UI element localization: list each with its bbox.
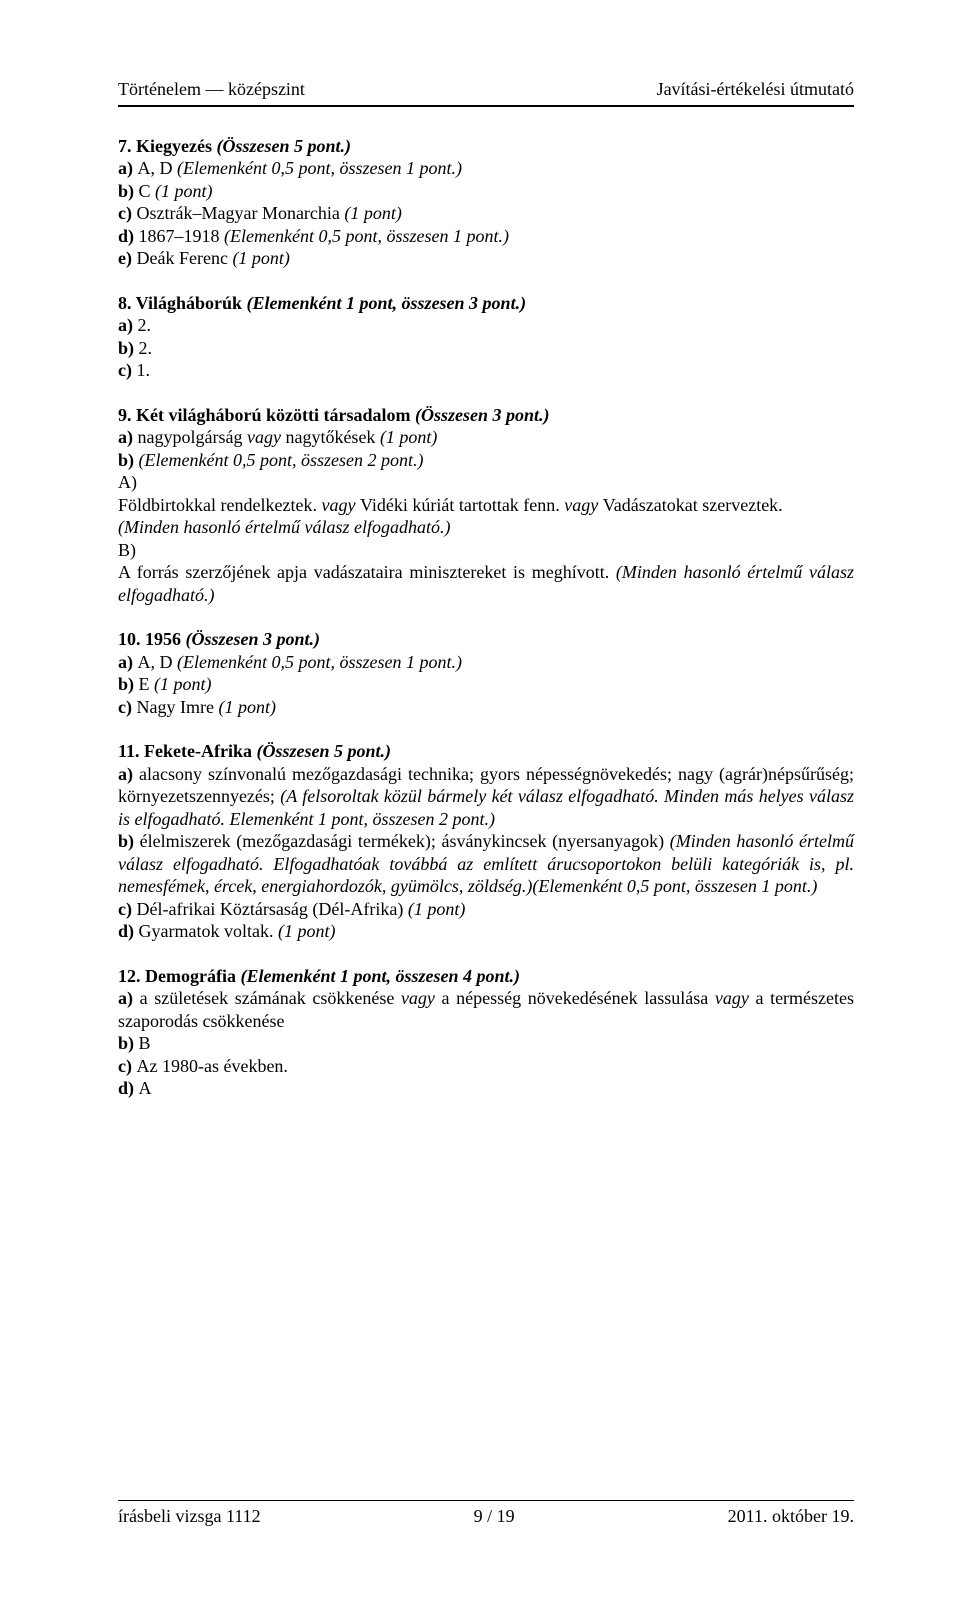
q7-a-val: A, D: [138, 158, 178, 178]
q10-b-val: E: [139, 674, 155, 694]
q12-c-label: c): [118, 1056, 136, 1076]
q8-b-label: b): [118, 338, 139, 358]
q7-e-val: Deák Ferenc: [136, 248, 232, 268]
q12-title-a: 12. Demográfia: [118, 966, 240, 986]
q7-e-note: (1 pont): [232, 248, 290, 268]
q7-d-val: 1867–1918: [139, 226, 225, 246]
q10-a-val: A, D: [138, 652, 178, 672]
q9-a-v2: nagytőkések: [285, 427, 379, 447]
q9-B-label: B): [118, 539, 854, 562]
page-footer: írásbeli vizsga 1112 9 / 19 2011. októbe…: [118, 1500, 854, 1528]
q7-c-note: (1 pont): [344, 203, 402, 223]
q10-title-b: (Összesen 3 pont.): [186, 629, 321, 649]
q8-title-b: (Elemenként 1 pont, összesen 3 pont.): [247, 293, 527, 313]
header-right: Javítási-értékelési útmutató: [657, 78, 854, 101]
q9-b-note: (Elemenként 0,5 pont, összesen 2 pont.): [139, 450, 424, 470]
q12-b-label: b): [118, 1033, 139, 1053]
q9-title-a: 9. Két világháború közötti társadalom: [118, 405, 415, 425]
header-left: Történelem — középszint: [118, 78, 305, 101]
q9-A1e: Vadászatokat szerveztek.: [603, 495, 783, 515]
q9-A1d: vagy: [564, 495, 602, 515]
q9-a-or: vagy: [247, 427, 285, 447]
q11-c-text: Dél-afrikai Köztársaság (Dél-Afrika): [136, 899, 407, 919]
q12-a-label: a): [118, 988, 140, 1008]
q7-e-label: e): [118, 248, 136, 268]
q10-b-label: b): [118, 674, 139, 694]
q12-c-val: Az 1980-as években.: [136, 1056, 287, 1076]
q9-A1c: Vidéki kúriát tartottak fenn.: [360, 495, 564, 515]
q7-d-label: d): [118, 226, 139, 246]
q11-d-text: Gyarmatok voltak.: [139, 921, 278, 941]
q9-a-note: (1 pont): [380, 427, 438, 447]
q7-b-label: b): [118, 181, 139, 201]
footer-center: 9 / 19: [474, 1505, 515, 1528]
q9-A-label: A): [118, 471, 854, 494]
q9-a-v1: nagypolgárság: [138, 427, 247, 447]
q12-a-or1: vagy: [401, 988, 442, 1008]
q12-d-val: A: [139, 1078, 152, 1098]
q9-A1a: Földbirtokkal rendelkeztek.: [118, 495, 321, 515]
body-content: 7. Kiegyezés (Összesen 5 pont.) a) A, D …: [118, 135, 854, 1100]
q12-title-b: (Elemenként 1 pont, összesen 4 pont.): [240, 966, 520, 986]
q11-title-b: (Összesen 5 pont.): [256, 741, 391, 761]
q10-title-a: 10. 1956: [118, 629, 186, 649]
q8-a-label: a): [118, 315, 138, 335]
q7-b-val: C: [139, 181, 156, 201]
q9-title-b: (Összesen 3 pont.): [415, 405, 550, 425]
question-7: 7. Kiegyezés (Összesen 5 pont.) a) A, D …: [118, 135, 854, 270]
q9-b-label: b): [118, 450, 139, 470]
q11-c-label: c): [118, 899, 136, 919]
q8-c-label: c): [118, 360, 136, 380]
q10-c-note: (1 pont): [218, 697, 276, 717]
question-9: 9. Két világháború közötti társadalom (Ö…: [118, 404, 854, 607]
q11-title-a: 11. Fekete-Afrika: [118, 741, 256, 761]
q7-c-val: Osztrák–Magyar Monarchia: [136, 203, 344, 223]
q9-A2: (Minden hasonló értelmű válasz elfogadha…: [118, 516, 854, 539]
q12-a-or2: vagy: [715, 988, 756, 1008]
q8-b-val: 2.: [139, 338, 153, 358]
q12-d-label: d): [118, 1078, 139, 1098]
q8-title-a: 8. Világháborúk: [118, 293, 247, 313]
q9-A1b: vagy: [321, 495, 359, 515]
q11-d-note: (1 pont): [278, 921, 336, 941]
q10-a-note: (Elemenként 0,5 pont, összesen 1 pont.): [177, 652, 462, 672]
q10-c-val: Nagy Imre: [136, 697, 218, 717]
q11-c-note: (1 pont): [408, 899, 466, 919]
q7-title-a: 7. Kiegyezés: [118, 136, 216, 156]
q11-b-label: b): [118, 831, 140, 851]
q8-c-val: 1.: [136, 360, 150, 380]
q9-B1a: A forrás szerzőjének apja vadászataira m…: [118, 562, 616, 582]
question-12: 12. Demográfia (Elemenként 1 pont, össze…: [118, 965, 854, 1100]
q12-a-v1: a születések számának csökkenése: [140, 988, 401, 1008]
q7-title-b: (Összesen 5 pont.): [216, 136, 351, 156]
question-10: 10. 1956 (Összesen 3 pont.) a) A, D (Ele…: [118, 628, 854, 718]
q12-b-val: B: [139, 1033, 151, 1053]
q11-d-label: d): [118, 921, 139, 941]
q7-a-note: (Elemenként 0,5 pont, összesen 1 pont.): [177, 158, 462, 178]
q7-d-note: (Elemenként 0,5 pont, összesen 1 pont.): [224, 226, 509, 246]
q10-c-label: c): [118, 697, 136, 717]
q10-a-label: a): [118, 652, 138, 672]
question-11: 11. Fekete-Afrika (Összesen 5 pont.) a) …: [118, 740, 854, 943]
q7-b-note: (1 pont): [155, 181, 213, 201]
q11-b-text: élelmiszerek (mezőgazdasági termékek); á…: [140, 831, 670, 851]
footer-right: 2011. október 19.: [728, 1505, 854, 1528]
q7-c-label: c): [118, 203, 136, 223]
q10-b-note: (1 pont): [154, 674, 212, 694]
q11-a-label: a): [118, 764, 139, 784]
q8-a-val: 2.: [138, 315, 152, 335]
q9-a-label: a): [118, 427, 138, 447]
footer-left: írásbeli vizsga 1112: [118, 1505, 261, 1528]
footer-rule: [118, 1500, 854, 1501]
question-8: 8. Világháborúk (Elemenként 1 pont, össz…: [118, 292, 854, 382]
q12-a-v2: a népesség növekedésének lassulása: [442, 988, 715, 1008]
q7-a-label: a): [118, 158, 138, 178]
header-rule: [118, 105, 854, 107]
